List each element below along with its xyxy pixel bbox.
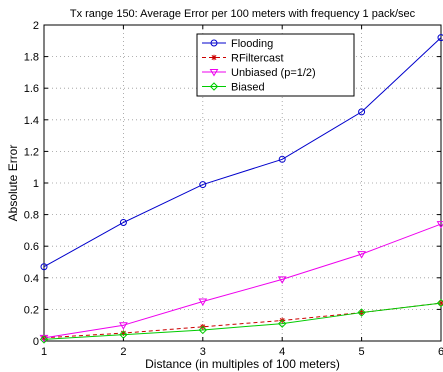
series-line <box>43 223 442 339</box>
data-point <box>198 298 208 306</box>
series-rfiltercast <box>41 300 443 341</box>
x-tick-label: 5 <box>359 346 365 358</box>
legend-box <box>196 33 355 97</box>
legend-label: Biased <box>231 82 265 94</box>
data-point <box>436 298 443 308</box>
x-tick-label: 3 <box>200 346 206 358</box>
data-point <box>119 330 128 339</box>
series-flooding <box>40 34 443 271</box>
series-layer <box>39 34 443 344</box>
data-point <box>119 219 127 226</box>
legend-marker <box>209 69 219 77</box>
x-tick-label: 6 <box>438 346 443 358</box>
x-tick-label: 4 <box>279 346 285 358</box>
y-tick-label: 0.8 <box>24 210 39 222</box>
y-tick-label: 1.2 <box>24 146 39 158</box>
chart-title: Tx range 150: Average Error per 100 mete… <box>70 8 416 20</box>
y-tick-label: 0.2 <box>24 304 39 316</box>
series-biased <box>39 298 443 344</box>
series-line <box>43 37 442 268</box>
legend-item: Flooding <box>202 38 273 50</box>
legend-label: Unbiased (p=1/2) <box>231 67 316 79</box>
data-point <box>357 251 366 259</box>
y-tick-label: 1.4 <box>24 115 39 127</box>
data-point <box>199 181 207 189</box>
data-point <box>358 108 366 116</box>
data-point <box>40 263 48 271</box>
data-point <box>277 276 287 284</box>
data-point <box>39 335 49 344</box>
data-point <box>198 325 208 335</box>
y-tick-label: 1 <box>33 178 39 190</box>
legend-marker <box>211 54 217 61</box>
legend-item: Unbiased (p=1/2) <box>202 67 316 79</box>
legend-label: RFiltercast <box>231 53 284 65</box>
legend-item: RFiltercast <box>202 53 284 65</box>
x-axis-title: Distance (in multiples of 100 meters) <box>145 357 340 371</box>
y-tick-label: 2 <box>33 20 39 32</box>
series-line <box>43 302 442 340</box>
y-tick-label: 1.6 <box>24 83 39 95</box>
legend-label: Flooding <box>231 38 273 50</box>
y-axis-title: Absolute Error <box>6 145 20 222</box>
axis-ticks: 1 2 3 4 5 6 0 0.2 0.4 0.6 0.8 1 1.2 1.4 1.6 1.8 2 <box>24 20 443 358</box>
y-tick-label: 0.6 <box>24 241 39 253</box>
x-tick-label: 2 <box>120 346 126 358</box>
y-tick-label: 1.8 <box>24 52 39 64</box>
series-line <box>43 302 442 339</box>
legend: Flooding RFiltercast Unbiased (p=1/2) Biase… <box>196 33 355 97</box>
data-point <box>277 319 287 328</box>
legend-item: Biased <box>202 82 265 94</box>
data-point <box>357 308 366 317</box>
legend-marker <box>209 82 219 91</box>
y-tick-label: 0.4 <box>24 273 39 285</box>
legend-marker <box>210 39 218 47</box>
data-point <box>437 34 443 42</box>
data-point <box>278 155 286 163</box>
y-tick-label: 0 <box>33 336 39 348</box>
star-stroke <box>211 55 217 60</box>
data-point <box>119 322 128 330</box>
x-tick-label: 1 <box>41 346 47 358</box>
